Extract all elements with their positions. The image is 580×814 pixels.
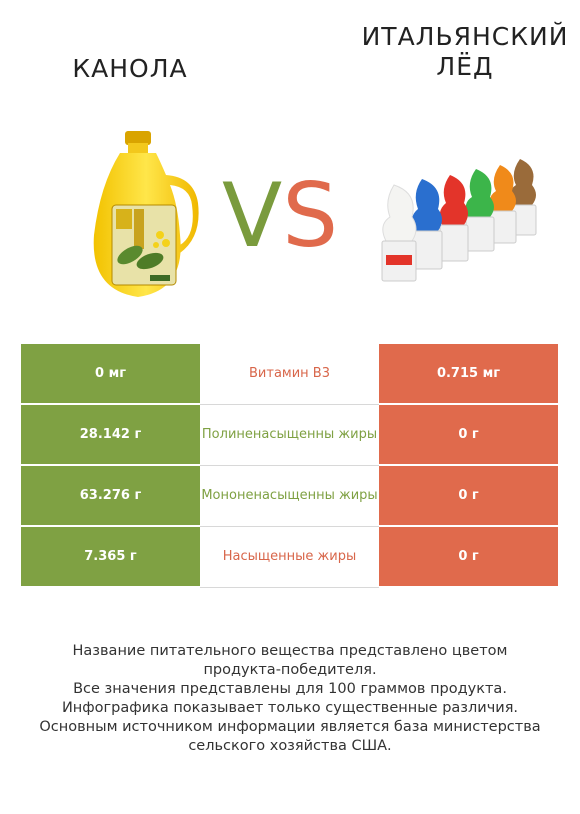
comparison-table: 0 мг Витамин B3 0.715 мг 28.142 г Полине… xyxy=(21,344,558,588)
table-row: 0 мг Витамин B3 0.715 мг xyxy=(21,344,558,405)
table-row: 63.276 г Мононенасыщенны жиры 0 г xyxy=(21,465,558,527)
footer-line: Основным источником информации является … xyxy=(39,719,541,735)
footer-line: сельского хозяйства США. xyxy=(188,738,392,754)
vs-s: S xyxy=(282,164,339,267)
left-value: 28.142 г xyxy=(21,404,200,466)
right-value: 0 г xyxy=(379,526,558,588)
right-value: 0 г xyxy=(379,465,558,527)
left-value: 7.365 г xyxy=(21,526,200,588)
right-value: 0.715 мг xyxy=(379,344,558,405)
left-value: 0 мг xyxy=(21,344,200,405)
left-product-title: КАНОЛА xyxy=(72,54,188,83)
right-value: 0 г xyxy=(379,404,558,466)
versus-label: VS xyxy=(222,168,338,264)
footer-text: Все значения представлены для xyxy=(73,681,329,697)
right-product-title: ИТАЛЬЯНСКИЙ ЛЁД xyxy=(355,22,575,82)
italian-ice-cups-image xyxy=(381,159,537,282)
footer-line: Все значения представлены для 100 граммо… xyxy=(20,680,560,699)
canola-oil-bottle-image xyxy=(93,131,199,297)
table-row: 28.142 г Полиненасыщенны жиры 0 г xyxy=(21,404,558,466)
footer-line: Инфографика показывает только существенн… xyxy=(61,700,519,716)
table-row: 7.365 г Насыщенные жиры 0 г xyxy=(21,526,558,588)
right-title-line2: ЛЁД xyxy=(436,52,494,81)
nutrient-label: Насыщенные жиры xyxy=(200,526,379,588)
footer-number: 100 xyxy=(328,681,356,697)
nutrient-label: Мононенасыщенны жиры xyxy=(200,465,379,527)
nutrient-label: Полиненасыщенны жиры xyxy=(200,404,379,466)
left-value: 63.276 г xyxy=(21,465,200,527)
nutrient-label: Витамин B3 xyxy=(200,344,379,405)
footer-text: граммов продукта. xyxy=(355,681,507,697)
right-title-line1: ИТАЛЬЯНСКИЙ xyxy=(361,22,569,51)
footer-line: Название питательного вещества представл… xyxy=(72,643,508,659)
footer-notes: Название питательного вещества представл… xyxy=(20,642,560,756)
footer-line: продукта-победителя. xyxy=(203,662,377,678)
vs-v: V xyxy=(222,164,283,267)
